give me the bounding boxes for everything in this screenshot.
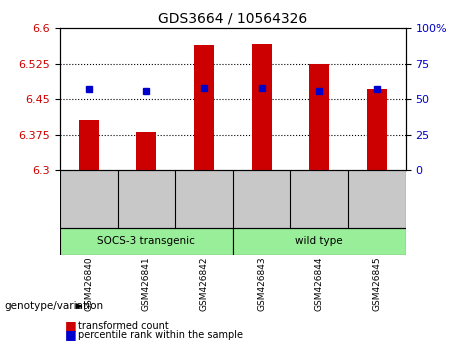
Text: genotype/variation: genotype/variation <box>5 301 104 311</box>
Text: transformed count: transformed count <box>78 321 169 331</box>
Text: ■: ■ <box>65 319 76 332</box>
Bar <box>233 228 406 255</box>
Bar <box>367 89 387 170</box>
Title: GDS3664 / 10564326: GDS3664 / 10564326 <box>158 12 307 26</box>
Bar <box>252 44 272 170</box>
Text: ■: ■ <box>65 328 76 341</box>
Bar <box>79 120 99 170</box>
Text: percentile rank within the sample: percentile rank within the sample <box>78 330 243 339</box>
Bar <box>136 132 156 170</box>
Text: wild type: wild type <box>296 236 343 246</box>
Bar <box>194 45 214 170</box>
Bar <box>60 228 233 255</box>
Bar <box>309 64 329 170</box>
Text: SOCS-3 transgenic: SOCS-3 transgenic <box>97 236 195 246</box>
